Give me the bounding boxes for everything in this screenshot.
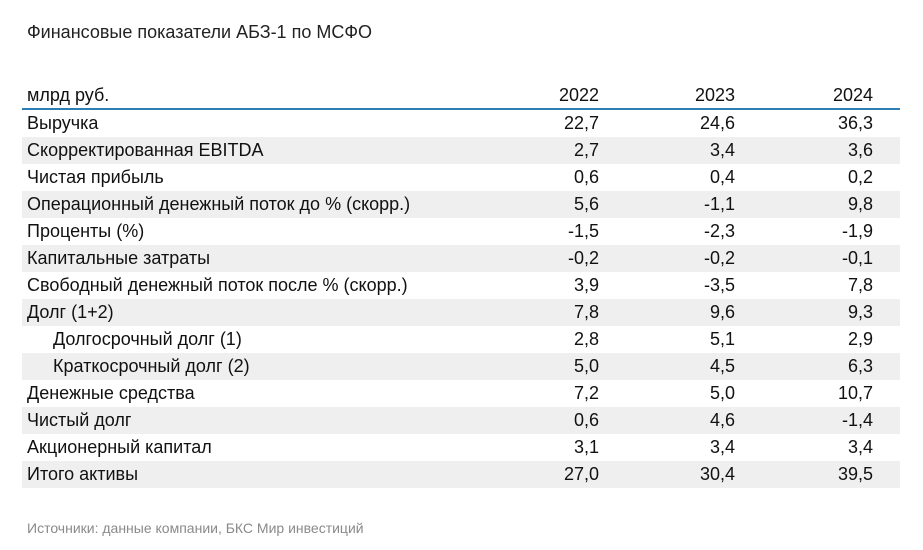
row-spacer — [873, 326, 900, 353]
table-row: Денежные средства 7,2 5,0 10,7 — [22, 380, 900, 407]
cell-value-2024: 9,3 — [735, 299, 873, 326]
row-label: Чистая прибыль — [27, 167, 164, 187]
table-row: Выручка 22,7 24,6 36,3 — [22, 109, 900, 137]
page-title: Финансовые показатели АБЗ-1 по МСФО — [27, 22, 373, 42]
table-row: Краткосрочный долг (2) 5,0 4,5 6,3 — [22, 353, 900, 380]
cell-value-2024: 39,5 — [735, 461, 873, 488]
cell-value-2023: 24,6 — [699, 113, 735, 133]
cell-value-2022: 0,6 — [477, 407, 599, 434]
cell-value-2024: 6,3 — [735, 353, 873, 380]
unit-label: млрд руб. — [22, 82, 477, 110]
row-spacer — [873, 164, 900, 191]
cell-value-2024: 36,3 — [837, 113, 873, 133]
cell-value-2024: 3,6 — [735, 137, 873, 164]
cell-value-2023: 5,0 — [709, 383, 735, 403]
cell-value-2023: 4,6 — [599, 407, 735, 434]
year-header: 2022 — [477, 82, 599, 110]
table-row: Акционерный капитал 3,1 3,4 3,4 — [22, 434, 900, 461]
cell-value-2022: 22,7 — [563, 113, 599, 133]
cell-value-2022: 3,9 — [573, 275, 599, 295]
row-label: Краткосрочный долг (2) — [22, 353, 477, 380]
row-spacer — [873, 191, 900, 218]
cell-value-2022: -1,5 — [567, 221, 599, 241]
cell-value-2022: 7,8 — [477, 299, 599, 326]
cell-value-2022: 0,6 — [573, 167, 599, 187]
financials-table: млрд руб. 2022 2023 2024 Выручка 22,7 24,6… — [22, 82, 900, 488]
row-spacer — [873, 407, 900, 434]
row-spacer — [873, 218, 900, 245]
table-row: Чистый долг 0,6 4,6 -1,4 — [22, 407, 900, 434]
cell-value-2023: -2,3 — [703, 221, 735, 241]
row-label: Капитальные затраты — [22, 245, 477, 272]
table-row: Итого активы 27,0 30,4 39,5 — [22, 461, 900, 488]
row-spacer — [873, 109, 900, 137]
cell-value-2023: 9,6 — [599, 299, 735, 326]
row-label: Выручка — [27, 113, 99, 133]
row-label: Проценты (%) — [27, 221, 145, 241]
table-row: Операционный денежный поток до % (скорр.… — [22, 191, 900, 218]
table-row: Чистая прибыль 0,6 0,4 0,2 — [22, 164, 900, 191]
cell-value-2023: 4,5 — [599, 353, 735, 380]
cell-value-2024: 0,2 — [847, 167, 873, 187]
cell-value-2024: 2,9 — [847, 329, 873, 349]
cell-value-2022: 27,0 — [477, 461, 599, 488]
cell-value-2024: -1,4 — [735, 407, 873, 434]
cell-value-2023: -1,1 — [599, 191, 735, 218]
row-label: Долгосрочный долг (1) — [53, 329, 242, 349]
cell-value-2024: 9,8 — [735, 191, 873, 218]
row-spacer — [873, 353, 900, 380]
cell-value-2023: 0,4 — [709, 167, 735, 187]
table-row: Капитальные затраты -0,2 -0,2 -0,1 — [22, 245, 900, 272]
cell-value-2023: 3,4 — [709, 437, 735, 457]
year-header: 2024 — [735, 82, 873, 110]
row-spacer — [873, 272, 900, 299]
row-spacer — [873, 380, 900, 407]
cell-value-2024: -0,1 — [735, 245, 873, 272]
year-header: 2023 — [599, 82, 735, 110]
cell-value-2024: 10,7 — [837, 383, 873, 403]
header-spacer — [873, 82, 900, 110]
table-row: Долгосрочный долг (1) 2,8 5,1 2,9 — [22, 326, 900, 353]
cell-value-2024: -1,9 — [841, 221, 873, 241]
cell-value-2023: 3,4 — [599, 137, 735, 164]
cell-value-2022: 3,1 — [573, 437, 599, 457]
row-label: Чистый долг — [22, 407, 477, 434]
cell-value-2022: -0,2 — [477, 245, 599, 272]
row-label: Итого активы — [22, 461, 477, 488]
row-label: Денежные средства — [27, 383, 195, 403]
cell-value-2022: 7,2 — [573, 383, 599, 403]
row-spacer — [873, 434, 900, 461]
cell-value-2024: 7,8 — [847, 275, 873, 295]
cell-value-2022: 5,6 — [477, 191, 599, 218]
cell-value-2023: 5,1 — [709, 329, 735, 349]
table-row: Проценты (%) -1,5 -2,3 -1,9 — [22, 218, 900, 245]
row-spacer — [873, 299, 900, 326]
cell-value-2022: 2,8 — [573, 329, 599, 349]
row-label: Долг (1+2) — [22, 299, 477, 326]
cell-value-2023: -3,5 — [703, 275, 735, 295]
table-row: Долг (1+2) 7,8 9,6 9,3 — [22, 299, 900, 326]
cell-value-2023: 30,4 — [599, 461, 735, 488]
table-body: Выручка 22,7 24,6 36,3 Скорректированная EBI… — [22, 109, 900, 488]
cell-value-2024: 3,4 — [847, 437, 873, 457]
table-header-row: млрд руб. 2022 2023 2024 — [22, 82, 900, 110]
source-note: Источники: данные компании, БКС Мир инве… — [27, 520, 364, 536]
row-spacer — [873, 245, 900, 272]
row-label: Скорректированная EBITDA — [22, 137, 477, 164]
table-row: Свободный денежный поток после % (скорр.… — [22, 272, 900, 299]
row-label: Акционерный капитал — [27, 437, 212, 457]
row-label: Операционный денежный поток до % (скорр.… — [22, 191, 477, 218]
row-spacer — [873, 137, 900, 164]
cell-value-2022: 2,7 — [477, 137, 599, 164]
cell-value-2023: -0,2 — [599, 245, 735, 272]
cell-value-2022: 5,0 — [477, 353, 599, 380]
table-row: Скорректированная EBITDA 2,7 3,4 3,6 — [22, 137, 900, 164]
row-spacer — [873, 461, 900, 488]
row-label: Свободный денежный поток после % (скорр.… — [27, 275, 408, 295]
